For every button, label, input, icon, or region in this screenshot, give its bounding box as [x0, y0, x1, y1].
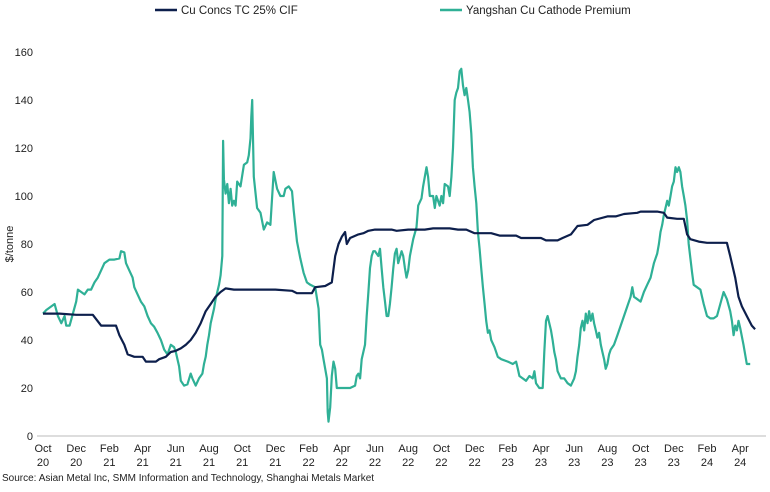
series-line-tc — [43, 210, 756, 363]
legend: Cu Concs TC 25% CIF Yangshan Cu Cathode … — [155, 5, 631, 17]
series-lines — [42, 67, 756, 423]
x-tick-label: Aug 22 — [398, 443, 418, 469]
source-note: Source: Asian Metal Inc, SMM Information… — [2, 473, 374, 484]
x-tick-label: Dec 23 — [664, 443, 684, 469]
x-tick-label: Dec 22 — [465, 443, 485, 469]
x-tick-label: Apr 24 — [732, 443, 749, 469]
x-tick-label: Oct 23 — [632, 443, 649, 469]
x-tick-label: Feb 24 — [698, 443, 717, 469]
y-tick-label: 40 — [21, 335, 33, 347]
legend-label-tc: Cu Concs TC 25% CIF — [181, 5, 298, 17]
y-tick-label: 120 — [15, 143, 33, 155]
x-tick-label: Jun 23 — [565, 443, 583, 469]
x-tick-label: Apr 22 — [333, 443, 350, 469]
x-tick-label: Dec 20 — [66, 443, 86, 469]
x-tick-label: Oct 22 — [433, 443, 450, 469]
y-tick-label: 160 — [15, 47, 33, 59]
x-tick-label: Feb 21 — [100, 443, 119, 469]
x-tick-labels: Oct 20 Dec 20 Feb 21 Apr 21 Jun 21 Aug 21 Oct 21 Dec 21… — [34, 443, 749, 469]
x-tick-label: Aug 21 — [199, 443, 219, 469]
y-tick-label: 20 — [21, 383, 33, 395]
x-tick-label: Jun 21 — [167, 443, 185, 469]
x-tick-label: Oct 21 — [234, 443, 251, 469]
y-tick-label: 100 — [15, 191, 33, 203]
x-tick-label: Oct 20 — [34, 443, 51, 469]
x-tick-label: Apr 21 — [134, 443, 151, 469]
y-tick-label: 140 — [15, 95, 33, 107]
x-tick-label: Apr 23 — [532, 443, 549, 469]
x-tick-label: Feb 22 — [299, 443, 318, 469]
legend-label-premium: Yangshan Cu Cathode Premium — [466, 5, 631, 17]
x-tick-label: Dec 21 — [266, 443, 286, 469]
x-tick-label: Jun 22 — [366, 443, 384, 469]
x-tick-label: Feb 23 — [498, 443, 517, 469]
x-tick-label: Aug 23 — [598, 443, 618, 469]
y-tick-label: 60 — [21, 287, 33, 299]
y-tick-label: 80 — [21, 239, 33, 251]
y-tick-label: 0 — [27, 431, 33, 443]
series-line-premium — [42, 67, 751, 423]
y-tick-labels: 0 20 40 60 80 100 120 140 160 — [15, 47, 33, 443]
y-axis-label: $/tonne — [4, 226, 16, 263]
